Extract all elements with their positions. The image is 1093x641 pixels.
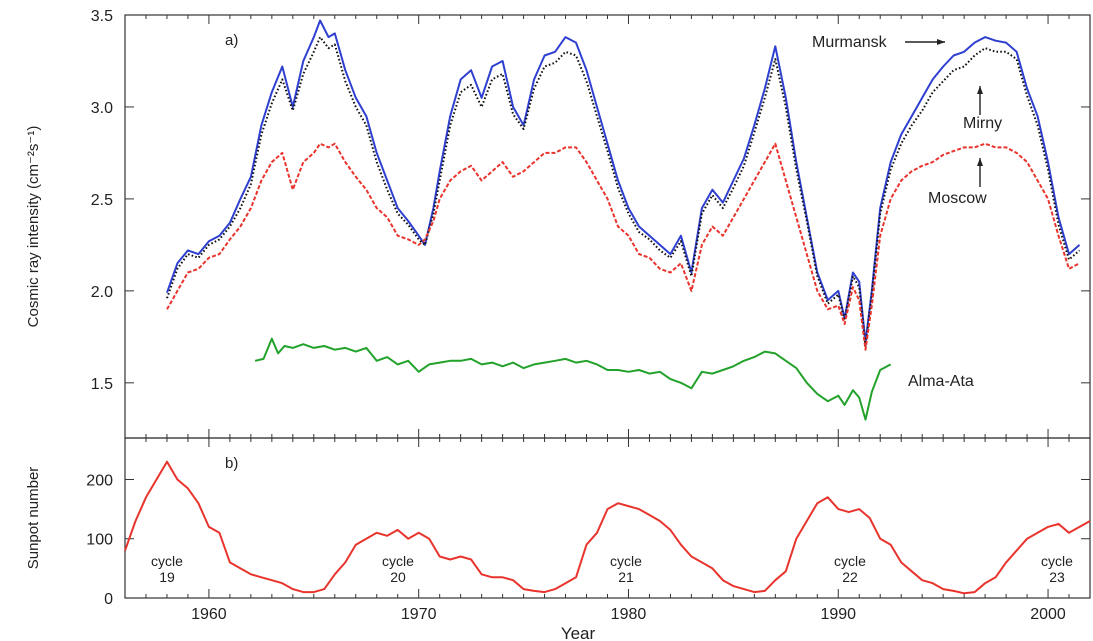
y-axis-label: Cosmic ray intensity (cm⁻²s⁻¹)	[25, 126, 42, 328]
y-axis-label: Sunpot number	[25, 467, 42, 570]
x-tick-label: 1980	[611, 606, 647, 623]
cycle-number: 22	[842, 569, 858, 585]
plot-frame	[124, 437, 1091, 599]
y-tick-label: 2.5	[91, 192, 113, 209]
cycle-label: cycle	[610, 553, 642, 569]
series-line-mirny	[166, 36, 1081, 347]
series-line	[124, 460, 1091, 595]
cycle-label: cycle	[382, 553, 414, 569]
y-tick-label: 0	[104, 591, 113, 608]
panel-label: a)	[225, 32, 238, 49]
annotation-arrowhead	[937, 39, 945, 45]
cycle-label: cycle	[834, 553, 866, 569]
series-line-murmansk	[166, 19, 1081, 344]
y-tick-label: 2.0	[91, 284, 113, 301]
x-tick-label: 1960	[191, 606, 227, 623]
y-tick-label: 100	[86, 532, 113, 549]
series-label: Moscow	[928, 190, 987, 207]
panel-label: b)	[225, 455, 238, 472]
y-tick-label: 3.0	[91, 100, 113, 117]
x-axis-label: Year	[561, 624, 596, 641]
x-tick-label: 2000	[1030, 606, 1066, 623]
series-line-alma-ata	[254, 337, 892, 421]
panel-b: 1960 1970 1980 1990 2000 0 100 200 Sunpot number…	[25, 437, 1091, 623]
cycle-label: cycle	[1041, 553, 1073, 569]
annotation-arrowhead	[977, 158, 983, 166]
y-tick-label: 1.5	[91, 376, 113, 393]
series-label: Mirny	[963, 115, 1002, 132]
cycle-number: 20	[390, 569, 406, 585]
x-tick-label: 1990	[820, 606, 856, 623]
series-label: Alma-Ata	[908, 373, 974, 390]
cycle-number: 21	[618, 569, 634, 585]
y-tick-label: 3.5	[91, 8, 113, 25]
cycle-number: 19	[159, 569, 175, 585]
cycle-number: 23	[1049, 569, 1065, 585]
x-tick-label: 1970	[401, 606, 437, 623]
series-line-moscow	[166, 142, 1080, 351]
y-tick-label: 200	[86, 472, 113, 489]
cycle-label: cycle	[151, 553, 183, 569]
annotation-arrowhead	[977, 86, 983, 94]
series-label: Murmansk	[812, 34, 888, 51]
panel-a: 1.5 2.0 2.5 3.0 3.5 Cosmic ray intensity (cm⁻…	[25, 8, 1091, 439]
